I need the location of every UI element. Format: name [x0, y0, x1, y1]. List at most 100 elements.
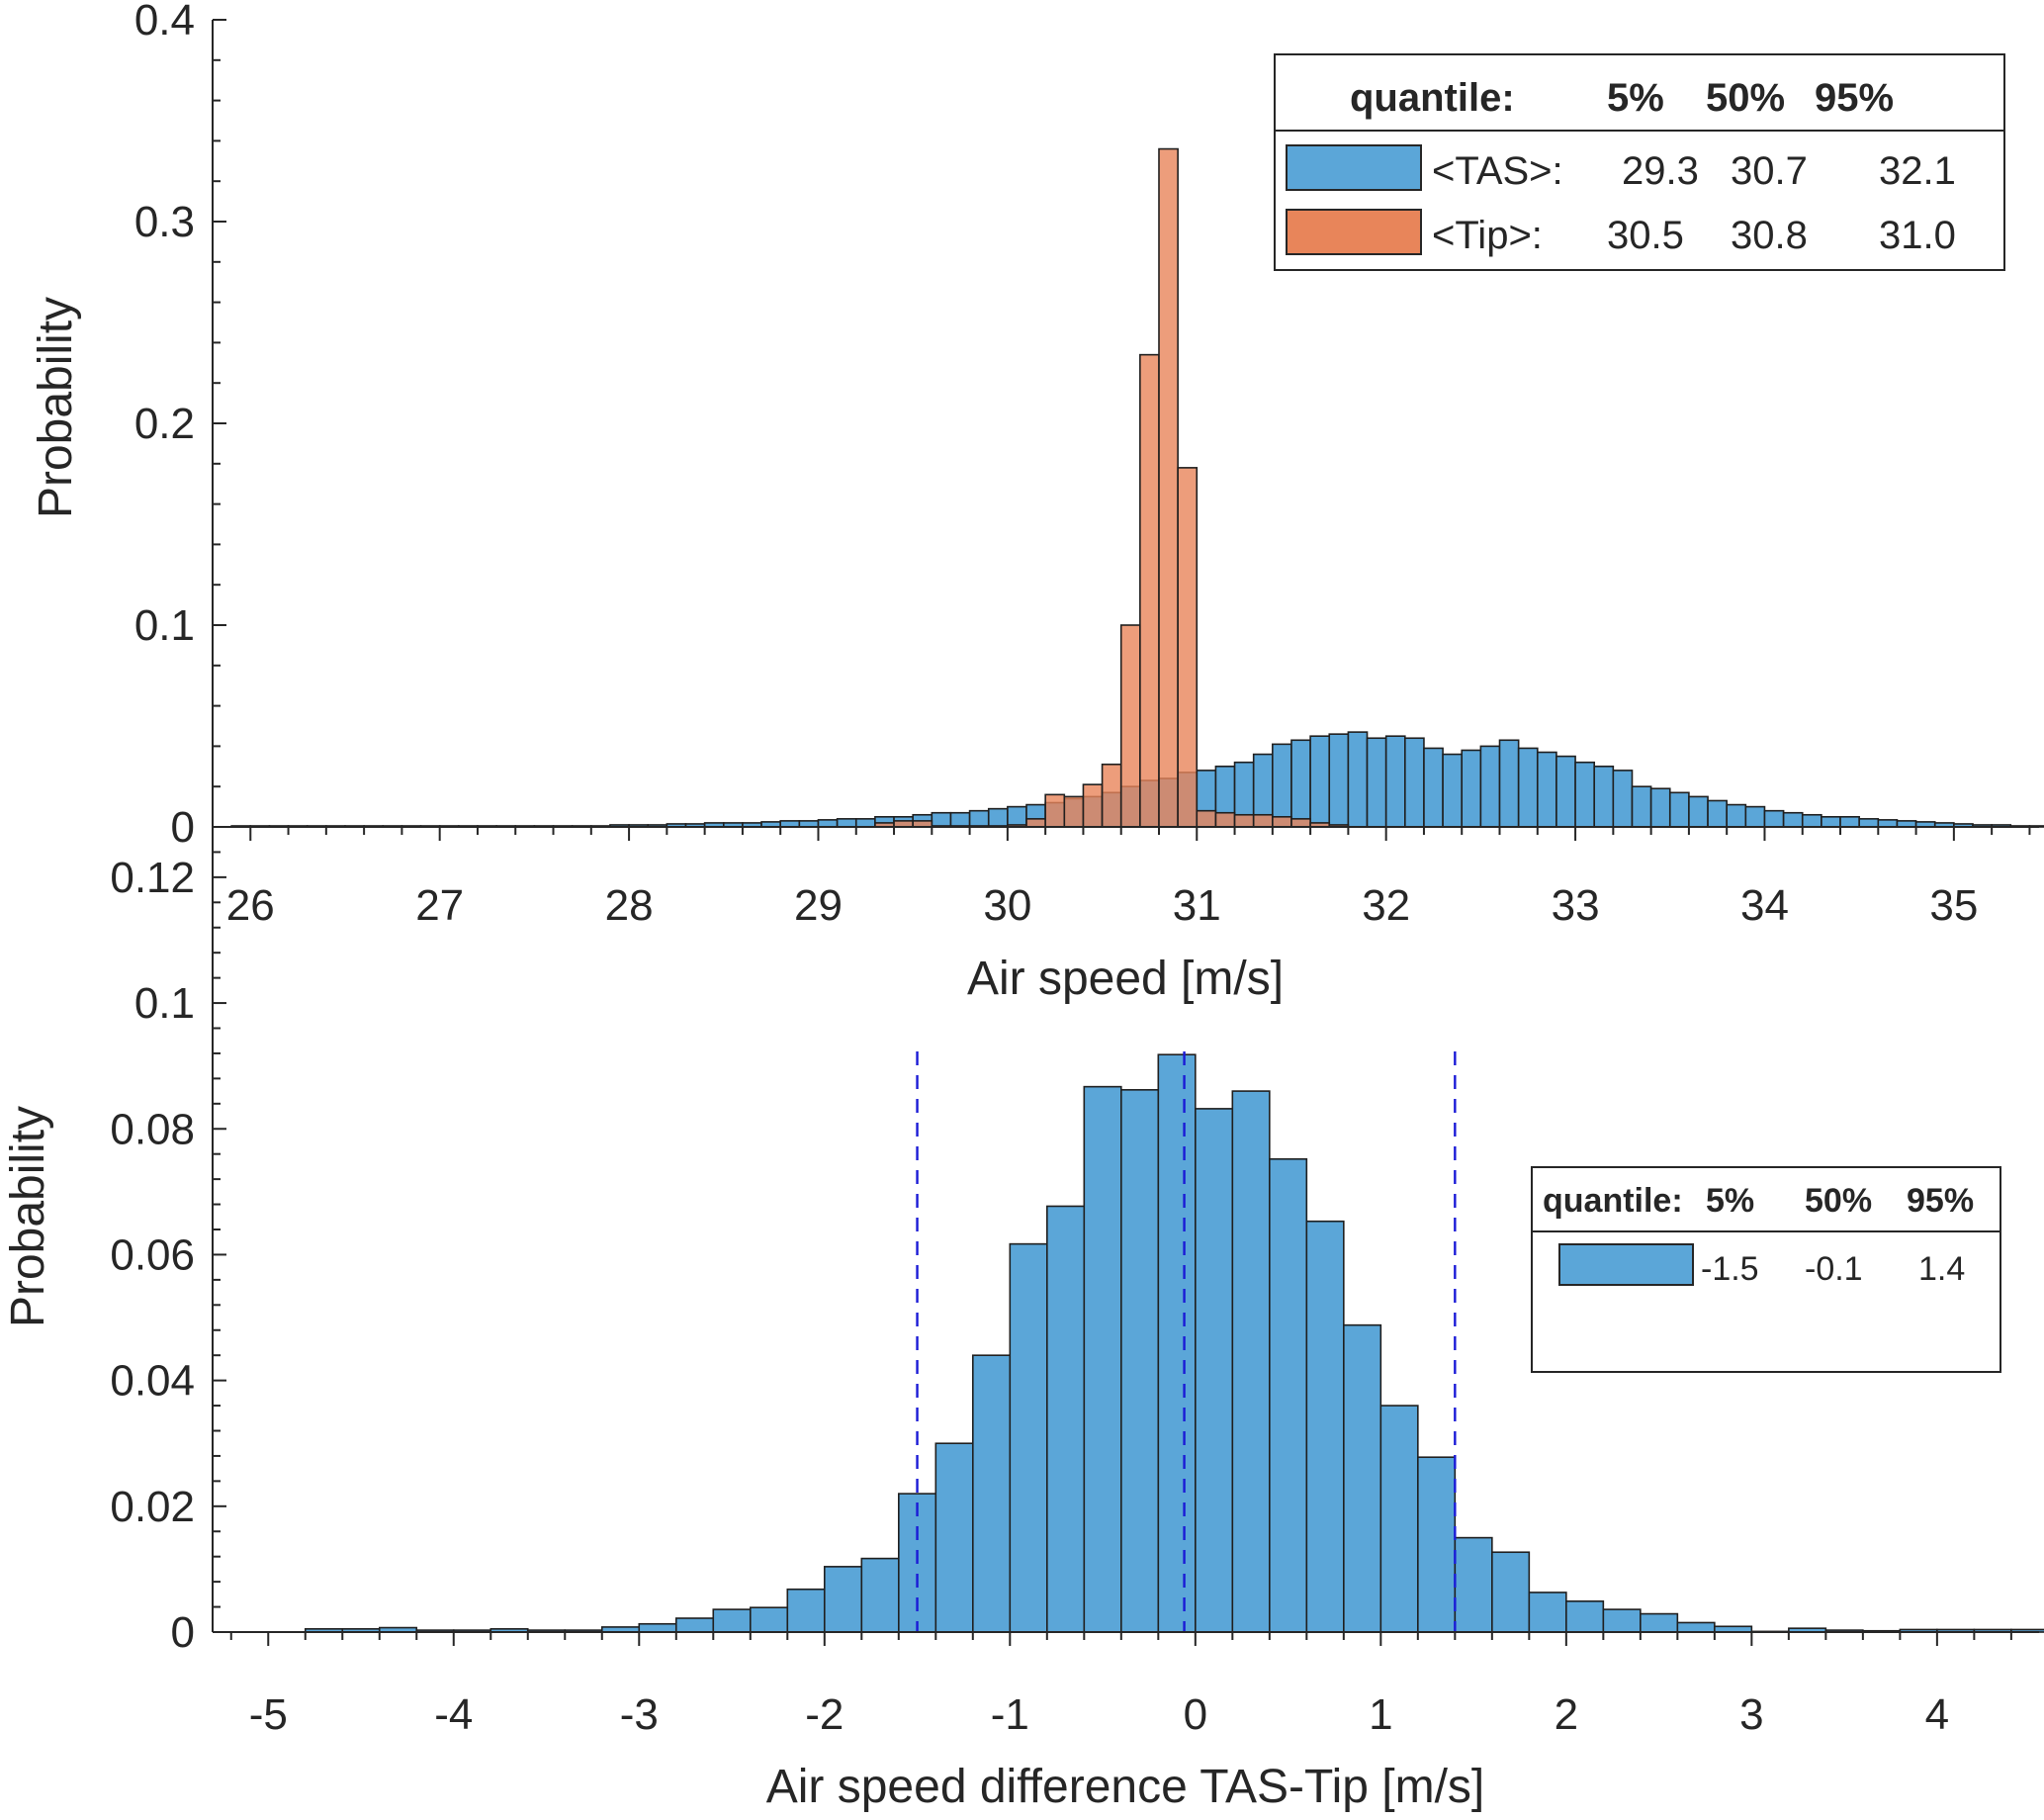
top-x-tick-label-1: 27 — [415, 881, 464, 930]
top-bar-a-73 — [1612, 770, 1634, 828]
top-bar-b-15 — [1158, 147, 1179, 828]
top-bar-a-84 — [1821, 815, 1841, 828]
top-bar-a-69 — [1536, 751, 1557, 828]
bottom-bar-a-29 — [1379, 1405, 1419, 1633]
top-bar-a-56 — [1290, 739, 1311, 828]
bottom-bar-a-36 — [1640, 1612, 1679, 1633]
top-bar-a-68 — [1517, 747, 1539, 828]
top-bar-a-40 — [987, 807, 1009, 828]
bottom-bar-a-10 — [674, 1617, 715, 1633]
top-y-tick-label-0: 0 — [171, 803, 195, 852]
bottom-x-tick-label-0: -5 — [249, 1690, 288, 1739]
top-bars-tip — [874, 147, 1350, 828]
bottom-bar-a-23 — [1157, 1053, 1197, 1633]
legend-header-q95: 95% — [1815, 76, 1894, 120]
bottom-legend: quantile: 5% 50% 95% -1.5 -0.1 1.4 — [1531, 1166, 2001, 1373]
bottom-bar-a-27 — [1305, 1220, 1345, 1633]
top-bar-a-59 — [1347, 731, 1369, 828]
top-bar-a-71 — [1574, 761, 1596, 828]
top-bar-b-20 — [1252, 813, 1274, 828]
bottom-bar-a-14 — [823, 1566, 863, 1633]
top-legend: quantile: 5% 50% 95% <TAS>: 29.3 30.7 32… — [1274, 53, 2005, 271]
top-y-tick-label-1: 0.1 — [134, 601, 195, 650]
top-bar-b-8 — [1025, 818, 1046, 828]
bottom-bar-a-12 — [749, 1606, 789, 1633]
top-x-axis-title: Air speed [m/s] — [967, 953, 1284, 1005]
bottom-bar-a-24 — [1195, 1108, 1234, 1633]
top-x-tick-label-0: 26 — [226, 881, 275, 930]
top-bar-a-33 — [854, 818, 876, 828]
top-bar-a-37 — [931, 811, 952, 828]
bottom-bar-a-13 — [786, 1588, 826, 1633]
top-bar-a-39 — [968, 809, 990, 828]
top-bar-a-76 — [1668, 791, 1690, 828]
bottom-x-tick-label-2: -3 — [620, 1690, 659, 1739]
bottom-legend-swatch — [1558, 1243, 1694, 1286]
top-axes: 0 0.1 0.2 0.3 0.4 26 27 28 29 30 31 32 33 34 35 — [134, 0, 2039, 930]
bottom-x-tick-label-8: 3 — [1739, 1690, 1763, 1739]
bottom-bar-a-34 — [1565, 1600, 1605, 1633]
bottom-y-tick-label-6: 0.12 — [110, 854, 195, 902]
top-bar-b-16 — [1177, 467, 1199, 828]
legend-swatch-tip — [1286, 209, 1422, 255]
top-bar-a-65 — [1461, 749, 1482, 828]
top-y-tick-label-4: 0.4 — [134, 0, 195, 45]
top-bar-b-12 — [1101, 763, 1122, 828]
top-bar-b-22 — [1290, 818, 1311, 828]
bottom-y-tick-label-1: 0.02 — [110, 1483, 195, 1531]
top-bar-b-13 — [1119, 624, 1141, 828]
legend-value-tas-q5: 29.3 — [1622, 149, 1699, 193]
bottom-y-axis-title: Probability — [2, 1106, 54, 1327]
bottom-bar-a-32 — [1491, 1551, 1531, 1633]
bottom-bar-a-33 — [1528, 1592, 1567, 1633]
top-bar-a-61 — [1384, 735, 1406, 828]
top-bar-a-55 — [1272, 743, 1292, 828]
bottom-legend-header-q50: 50% — [1805, 1182, 1872, 1220]
top-y-axis-title: Probability — [30, 297, 82, 518]
top-bar-a-41 — [1007, 805, 1027, 828]
legend-header-q5: 5% — [1607, 76, 1664, 120]
top-bar-a-31 — [817, 819, 839, 828]
bottom-bar-a-30 — [1417, 1456, 1457, 1633]
legend-label-tip: <Tip>: — [1432, 214, 1543, 257]
top-bar-b-10 — [1063, 795, 1085, 828]
bottom-x-tick-label-3: -2 — [805, 1690, 844, 1739]
legend-value-tip-q50: 30.8 — [1731, 214, 1808, 257]
top-bar-b-17 — [1196, 809, 1217, 828]
bottom-bar-a-26 — [1269, 1157, 1308, 1633]
bottom-bar-a-22 — [1120, 1089, 1160, 1633]
bottom-legend-value-q50: -0.1 — [1805, 1250, 1863, 1288]
legend-value-tas-q95: 32.1 — [1879, 149, 1956, 193]
legend-value-tip-q95: 31.0 — [1879, 214, 1956, 257]
top-bar-a-72 — [1593, 765, 1615, 828]
bottom-chart: 00.020.040.060.080.10.12-5 -4 -3 -2 -1 0 1 2 3 4 … — [2, 826, 2044, 1813]
bottom-bar-a-37 — [1676, 1621, 1716, 1633]
top-bar-a-60 — [1366, 737, 1387, 828]
top-x-tick-label-3: 29 — [794, 881, 843, 930]
bottom-legend-value-q95: 1.4 — [1918, 1250, 1965, 1288]
bottom-bar-a-19 — [1009, 1242, 1048, 1633]
top-bar-a-77 — [1688, 795, 1709, 828]
top-bar-a-38 — [949, 811, 971, 828]
top-bar-a-70 — [1555, 755, 1576, 828]
top-bar-a-64 — [1442, 753, 1464, 828]
top-bar-a-78 — [1707, 799, 1728, 828]
bottom-x-tick-label-6: 1 — [1369, 1690, 1392, 1739]
top-bar-b-21 — [1272, 815, 1292, 828]
top-bar-b-18 — [1214, 811, 1236, 828]
bottom-x-tick-label-1: -4 — [434, 1690, 473, 1739]
top-bar-a-75 — [1649, 787, 1671, 828]
bottom-bar-a-31 — [1454, 1536, 1493, 1633]
top-y-tick-label-3: 0.3 — [134, 198, 195, 246]
bottom-y-tick-label-4: 0.08 — [110, 1105, 195, 1153]
bottom-quantile-lines — [916, 1051, 1457, 1632]
top-bar-a-32 — [836, 818, 857, 828]
bottom-bar-a-35 — [1602, 1608, 1642, 1633]
top-bar-a-83 — [1801, 813, 1822, 828]
legend-header-label: quantile: — [1350, 76, 1515, 120]
top-bar-a-67 — [1498, 739, 1520, 828]
top-y-tick-label-2: 0.2 — [134, 400, 195, 448]
top-bar-b-19 — [1233, 813, 1255, 828]
top-bar-b-14 — [1139, 353, 1160, 828]
